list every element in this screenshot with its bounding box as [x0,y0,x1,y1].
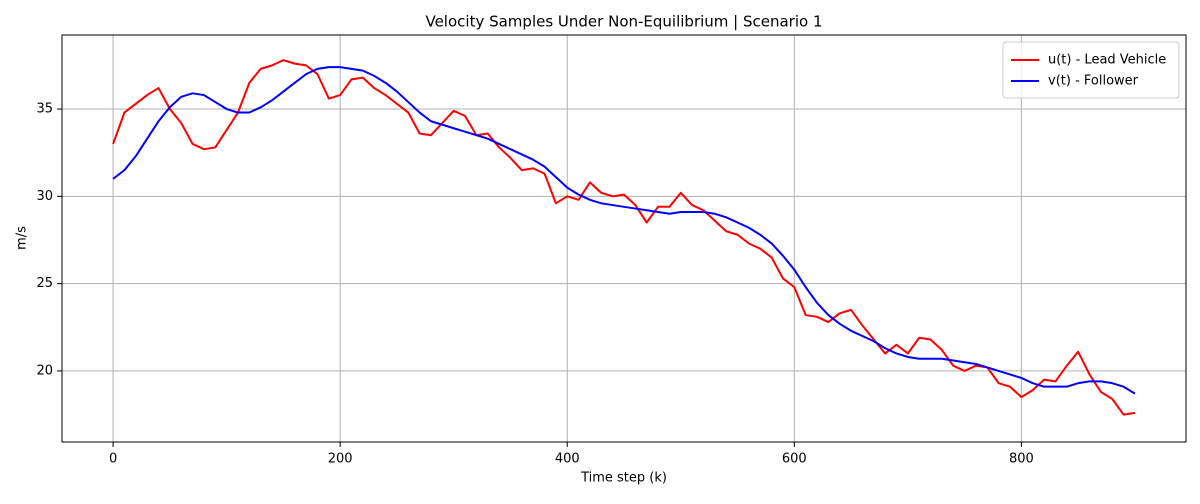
y-tick-label: 25 [36,276,53,291]
y-tick-label: 35 [36,102,53,117]
y-tick-label: 30 [36,189,53,204]
legend-label: v(t) - Follower [1048,74,1139,89]
plot-frame [61,34,1187,443]
chart-title: Velocity Samples Under Non-Equilibrium |… [425,13,822,31]
series-line [112,59,1136,416]
x-tick-label: 800 [1009,452,1034,467]
y-axis-label: m/s [15,226,30,250]
x-tick-label: 600 [782,452,807,467]
legend-box [1002,41,1180,99]
x-tick-label: 200 [328,452,353,467]
legend-label: u(t) - Lead Vehicle [1048,53,1166,68]
x-axis-label: Time step (k) [580,471,667,486]
x-tick-label: 400 [555,452,580,467]
series-line [112,66,1136,395]
y-tick-label: 20 [36,363,53,378]
x-tick-label: 0 [109,452,117,467]
